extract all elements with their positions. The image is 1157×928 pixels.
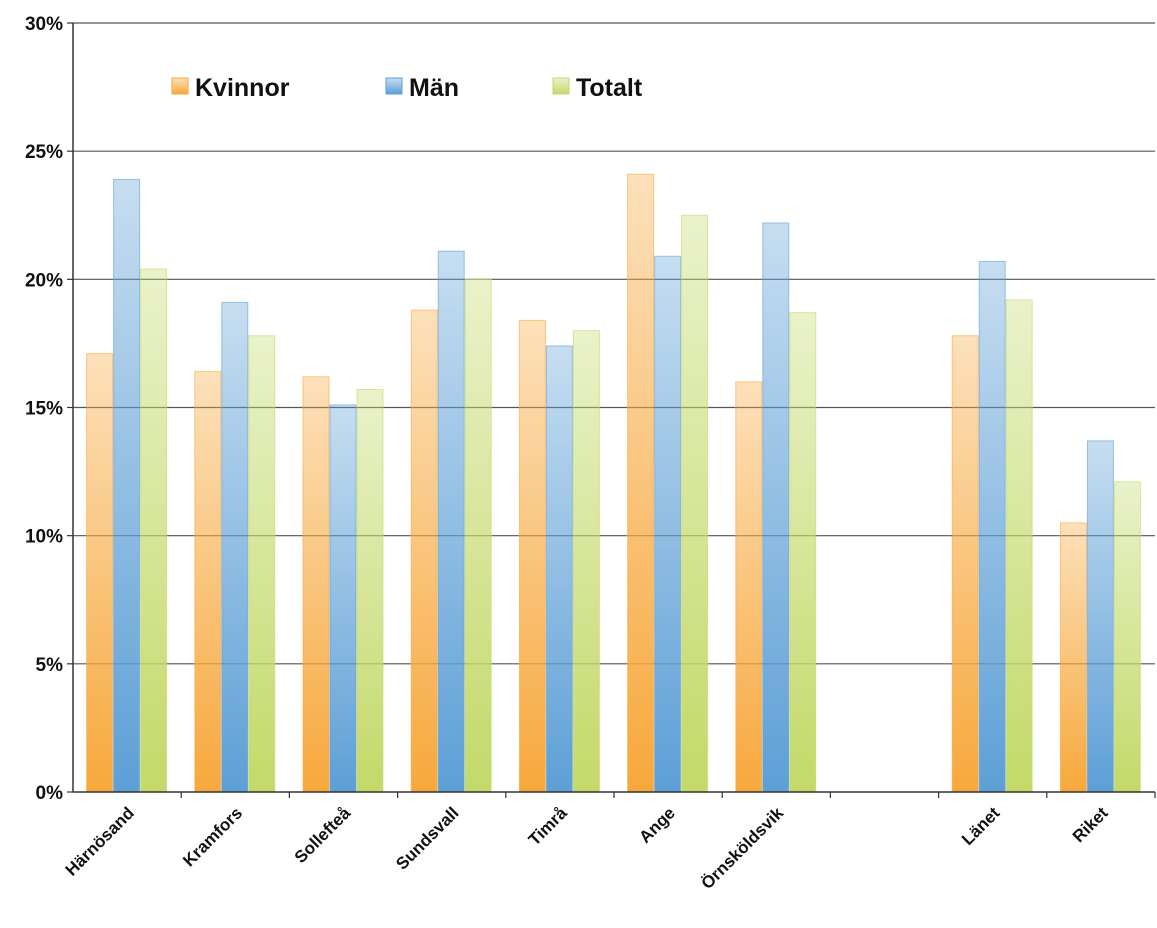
y-tick-label: 5% xyxy=(36,655,64,676)
bar-man-ornskoldsvik xyxy=(762,222,790,793)
bar-totalt-solleftea xyxy=(356,389,384,793)
x-tick-label-riket: Riket xyxy=(1069,803,1112,846)
bar-totalt-riket xyxy=(1113,481,1141,793)
bar-kvinnor-sundsvall xyxy=(410,309,438,793)
legend-swatch-kvinnor xyxy=(171,77,189,95)
y-tick-label: 15% xyxy=(25,399,63,420)
bar-man-sundsvall xyxy=(437,250,465,793)
bar-kvinnor-riket xyxy=(1059,522,1087,793)
bar-kvinnor-harnosand xyxy=(86,353,114,793)
bar-kvinnor-solleftea xyxy=(302,376,330,793)
legend-swatch-man xyxy=(385,77,403,95)
x-tick-label-sundsvall: Sundsvall xyxy=(392,803,462,873)
bar-man-harnosand xyxy=(113,178,141,793)
y-tick-label: 0% xyxy=(36,783,64,804)
bar-kvinnor-timra xyxy=(518,319,546,793)
bar-man-ange xyxy=(654,255,682,793)
y-tick-label: 20% xyxy=(25,270,63,291)
bar-kvinnor-ornskoldsvik xyxy=(735,381,763,793)
bar-man-riket xyxy=(1086,440,1114,793)
bar-man-timra xyxy=(545,345,573,793)
bar-kvinnor-kramfors xyxy=(194,371,222,793)
x-tick-label-ornskoldsvik: Örnsköldsvik xyxy=(698,803,788,893)
bar-man-kramfors xyxy=(221,301,249,793)
x-tick-label-lanet: Länet xyxy=(958,803,1004,849)
y-tick-label: 25% xyxy=(25,142,63,163)
bars xyxy=(86,173,1141,793)
x-tick-label-solleftea: Sollefteå xyxy=(291,803,355,867)
axes xyxy=(72,23,1156,798)
bar-man-lanet xyxy=(978,260,1006,793)
bar-kvinnor-lanet xyxy=(951,335,979,793)
y-tick-label: 10% xyxy=(25,527,63,548)
legend-label-kvinnor: Kvinnor xyxy=(195,74,290,102)
x-tick-label-harnosand: Härnösand xyxy=(62,803,138,879)
legend-label-totalt: Totalt xyxy=(576,74,643,102)
legend-swatch-totalt xyxy=(552,77,570,95)
y-axis-tick-labels: 0% 5% 10% 15% 20% 25% 30% xyxy=(25,14,63,804)
bar-totalt-lanet xyxy=(1005,299,1033,793)
x-tick-label-ange: Ange xyxy=(635,803,678,846)
bar-totalt-sundsvall xyxy=(464,278,492,793)
legend: Kvinnor Män Totalt xyxy=(171,74,643,102)
bar-man-solleftea xyxy=(329,404,357,793)
x-axis-category-labels: Härnösand Kramfors Sollefteå Sundsvall Timrå… xyxy=(62,803,1112,893)
bar-totalt-timra xyxy=(572,330,600,793)
bar-kvinnor-ange xyxy=(627,173,655,793)
x-tick-label-timra: Timrå xyxy=(525,803,571,849)
legend-label-man: Män xyxy=(409,74,459,102)
bar-totalt-ornskoldsvik xyxy=(789,312,817,793)
bar-totalt-kramfors xyxy=(248,335,276,793)
x-tick-label-kramfors: Kramfors xyxy=(179,803,246,870)
bar-totalt-ange xyxy=(681,214,709,793)
y-tick-label: 30% xyxy=(25,14,63,35)
bar-totalt-harnosand xyxy=(140,268,168,793)
